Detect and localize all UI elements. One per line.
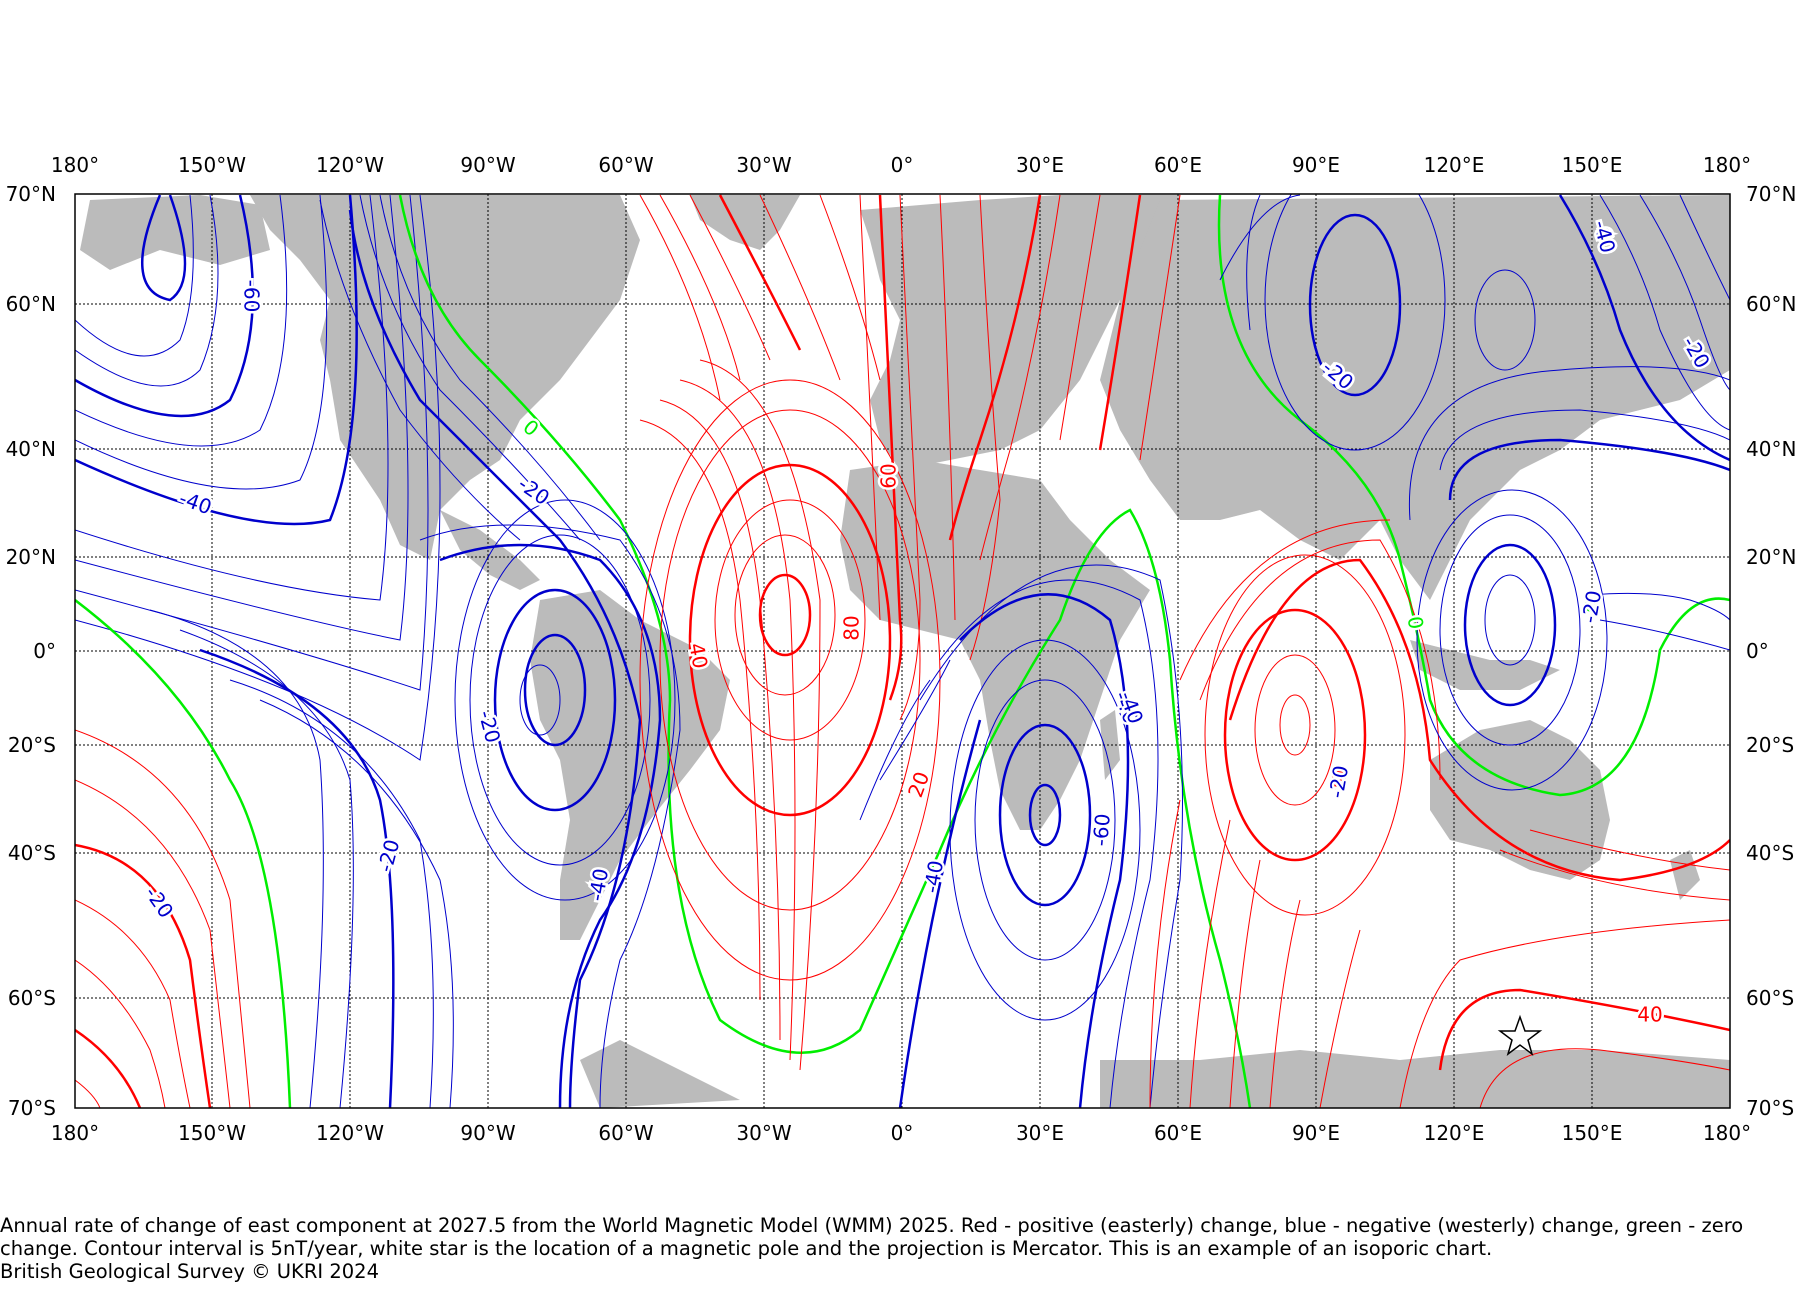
bottom-lon-label: 30°E: [1016, 1121, 1064, 1145]
contour-value-label: -20: [1577, 589, 1606, 625]
right-lat-label: 0°: [1746, 639, 1769, 663]
contour-value-label: 40: [684, 641, 712, 670]
left-lat-label: 20°S: [8, 733, 56, 757]
top-lon-label: 180°: [1703, 153, 1751, 177]
figure-caption: Annual rate of change of east component …: [0, 1214, 1800, 1283]
right-lat-label: 70°S: [1746, 1096, 1794, 1120]
contour-value-label: -60: [1088, 813, 1115, 848]
left-lat-label: 60°N: [6, 292, 56, 316]
contour-value-label: 60: [877, 463, 901, 488]
top-lon-label: 30°W: [736, 153, 791, 177]
contour-value-label: 40: [1637, 1003, 1662, 1027]
contour-value-label: -60: [240, 280, 264, 313]
contour-value-label: 20: [903, 768, 934, 800]
top-lon-label: 180°: [51, 153, 99, 177]
caption-description: Annual rate of change of east component …: [0, 1214, 1744, 1260]
contour-value-label: -40: [919, 859, 948, 895]
land-masses: [80, 195, 1730, 1108]
right-latitude-labels: 70°N 60°N 40°N 20°N 0° 20°S 40°S 60°S 70…: [1746, 182, 1796, 1120]
bottom-lon-label: 150°W: [178, 1121, 246, 1145]
map-frame: [74, 193, 1731, 1109]
land-alaska: [80, 195, 270, 270]
left-lat-label: 0°: [33, 639, 56, 663]
bottom-lon-label: 90°E: [1292, 1121, 1340, 1145]
bottom-lon-label: 90°W: [460, 1121, 515, 1145]
top-lon-label: 60°W: [598, 153, 653, 177]
contour-value-label: 40: [1637, 1003, 1662, 1027]
bottom-lon-label: 180°: [51, 1121, 99, 1145]
land-greenland: [690, 195, 800, 250]
bottom-lon-label: 0°: [891, 1121, 914, 1145]
negative-contours-asia: [1219, 194, 1730, 791]
top-lon-label: 0°: [891, 153, 914, 177]
top-lon-label: 120°E: [1424, 153, 1485, 177]
right-lat-label: 40°S: [1746, 841, 1794, 865]
right-lat-label: 70°N: [1746, 182, 1796, 206]
land-new-zealand: [1670, 850, 1700, 900]
top-lon-label: 120°W: [316, 153, 384, 177]
contour-value-label: 0: [518, 415, 543, 442]
right-lat-label: 40°N: [1746, 437, 1796, 461]
land-europe: [860, 195, 1180, 470]
right-lat-label: 20°N: [1746, 545, 1796, 569]
right-lat-label: 20°S: [1746, 733, 1794, 757]
bottom-lon-label: 150°E: [1562, 1121, 1623, 1145]
bottom-lon-label: 180°: [1703, 1121, 1751, 1145]
bottom-lon-label: 30°W: [736, 1121, 791, 1145]
land-indonesia: [1410, 640, 1560, 690]
bottom-lon-label: 120°W: [316, 1121, 384, 1145]
land-central-america: [440, 510, 540, 590]
top-lon-label: 150°W: [178, 153, 246, 177]
top-lon-label: 30°E: [1016, 153, 1064, 177]
left-lat-label: 70°S: [8, 1096, 56, 1120]
star-icon: [1497, 1014, 1543, 1056]
land-africa: [840, 460, 1150, 830]
land-madagascar: [1100, 710, 1120, 780]
top-longitude-labels: 180° 150°W 120°W 90°W 60°W 30°W 0° 30°E …: [51, 153, 1751, 177]
contour-value-label: -40: [176, 486, 215, 520]
land-asia: [1100, 195, 1730, 600]
positive-contours-pacific: [75, 729, 251, 1108]
left-lat-label: 60°S: [8, 986, 56, 1010]
top-lon-label: 150°E: [1562, 153, 1623, 177]
bottom-lon-label: 60°E: [1154, 1121, 1202, 1145]
top-lon-label: 90°W: [460, 153, 515, 177]
contour-value-label: 80: [840, 615, 864, 640]
contour-value-label: -60: [240, 280, 264, 313]
left-latitude-labels: 70°N 60°N 40°N 20°N 0° 20°S 40°S 60°S 70…: [6, 182, 56, 1120]
left-lat-label: 40°N: [6, 437, 56, 461]
contour-value-label: -40: [584, 867, 613, 903]
contour-value-label: 0: [1403, 614, 1429, 631]
right-lat-label: 60°S: [1746, 986, 1794, 1010]
land-australia: [1430, 720, 1610, 880]
bottom-lon-label: 120°E: [1424, 1121, 1485, 1145]
top-lon-label: 60°E: [1154, 153, 1202, 177]
contour-value-label: -60: [1088, 813, 1115, 848]
negative-contours-pacific: [75, 194, 454, 1108]
right-lat-label: 60°N: [1746, 292, 1796, 316]
land-antarctica: [580, 1040, 1730, 1108]
left-lat-label: 40°S: [8, 841, 56, 865]
contour-value-label: -20: [373, 837, 405, 875]
contour-value-label: -20: [474, 708, 506, 746]
left-lat-label: 20°N: [6, 545, 56, 569]
caption-credit: British Geological Survey © UKRI 2024: [0, 1260, 379, 1283]
positive-contours-indian: [1149, 519, 1730, 1108]
negative-contours-africa: [859, 564, 1183, 1108]
bottom-longitude-labels: 180° 150°W 120°W 90°W 60°W 30°W 0° 30°E …: [51, 1121, 1751, 1145]
bottom-lon-label: 60°W: [598, 1121, 653, 1145]
contours: [75, 194, 1730, 1108]
top-lon-label: 90°E: [1292, 153, 1340, 177]
land-north-america: [250, 195, 640, 560]
contour-value-label: -20: [1324, 764, 1353, 800]
negative-contours-south-america: [319, 194, 681, 1108]
left-lat-label: 70°N: [6, 182, 56, 206]
zero-contours: [75, 194, 1730, 1108]
